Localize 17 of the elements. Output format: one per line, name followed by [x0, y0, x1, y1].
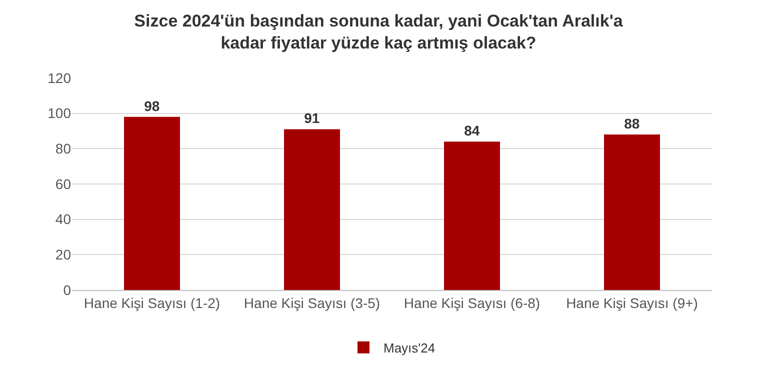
y-tick-label: 100: [48, 105, 72, 122]
data-label: 91: [304, 110, 320, 126]
chart-title: Sizce 2024'ün başından sonuna kadar, yani Ocak'tan Aralık'a kadar fiyatlar yüzde kaç artmış olacak?: [134, 11, 624, 52]
data-label: 98: [144, 98, 160, 114]
y-tick-label: 40: [55, 211, 72, 228]
y-tick-label: 120: [48, 70, 72, 86]
x-tick-label: Hane Kişi Sayısı (3-5): [244, 294, 380, 311]
y-tick-label: 60: [55, 176, 72, 192]
x-tick-label: Hane Kişi Sayısı (9+): [566, 294, 698, 311]
y-tick-label: 80: [55, 140, 72, 157]
x-tick-label: Hane Kişi Sayısı (6-8): [404, 294, 540, 311]
legend-label: Mayıs'24: [384, 340, 436, 356]
data-label: 88: [624, 116, 640, 132]
y-tick-label: 0: [63, 282, 72, 298]
y-tick-label: 20: [55, 246, 72, 263]
data-label: 84: [464, 122, 480, 139]
x-tick-label: Hane Kişi Sayısı (1-2): [84, 294, 220, 311]
